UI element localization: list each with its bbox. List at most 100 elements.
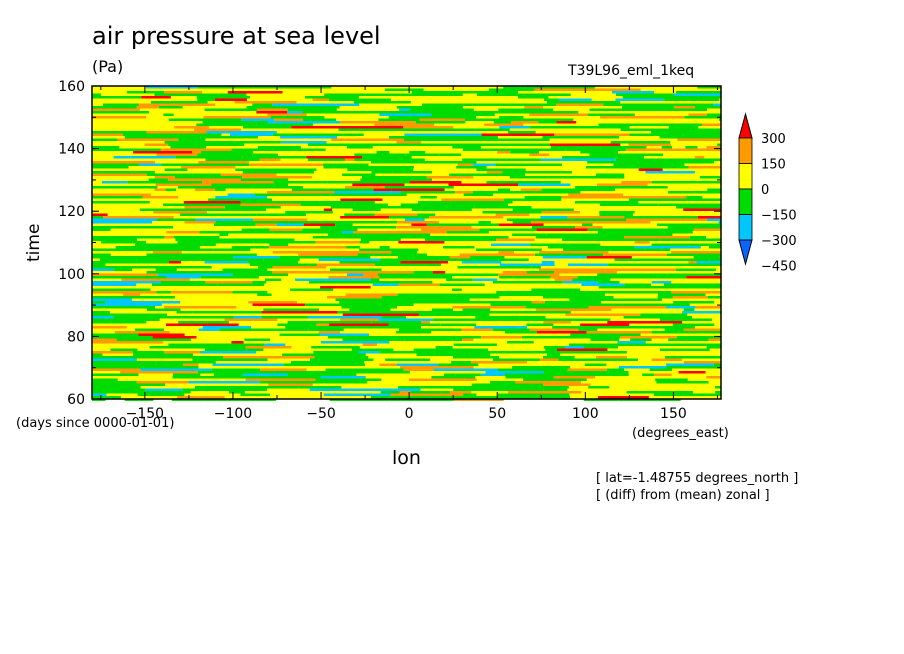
- field-cell: [718, 221, 721, 224]
- field-cell: [497, 273, 560, 276]
- field-cell: [136, 106, 159, 109]
- field-cell: [272, 266, 327, 269]
- field-cell: [274, 118, 303, 121]
- field-cell: [340, 198, 383, 201]
- field-cell: [230, 133, 273, 136]
- field-cell: [504, 373, 575, 376]
- field-cell: [105, 301, 181, 304]
- field-cell: [706, 343, 721, 346]
- field-cell: [337, 311, 362, 314]
- field-cell: [557, 348, 608, 351]
- field-cell: [175, 156, 243, 159]
- field-cell: [409, 151, 426, 154]
- field-cell: [679, 263, 721, 266]
- field-cell: [302, 228, 358, 231]
- field-cell: [446, 278, 473, 281]
- field-cell: [305, 303, 381, 306]
- field-cell: [694, 156, 705, 159]
- field-cell: [285, 326, 342, 329]
- field-cell: [502, 271, 527, 274]
- field-cell: [461, 328, 494, 331]
- field-cell: [225, 231, 273, 234]
- field-cell: [421, 311, 497, 314]
- field-cell: [352, 208, 381, 211]
- field-cell: [273, 86, 332, 89]
- field-cell: [154, 93, 219, 96]
- field-cell: [659, 238, 721, 241]
- field-cell: [527, 171, 562, 174]
- field-cell: [92, 291, 157, 294]
- field-cell: [688, 113, 707, 116]
- field-cell: [249, 263, 318, 266]
- field-cell: [268, 383, 313, 386]
- field-cell: [546, 353, 561, 356]
- field-cell: [581, 283, 625, 286]
- field-cell: [708, 338, 721, 341]
- field-cell: [496, 163, 518, 166]
- field-cell: [280, 136, 338, 139]
- field-cell: [554, 133, 630, 136]
- field-cell: [490, 301, 507, 304]
- field-cell: [92, 303, 162, 306]
- field-cell: [569, 343, 635, 346]
- field-cell: [123, 133, 179, 136]
- field-cell: [253, 86, 274, 89]
- field-cell: [248, 181, 260, 184]
- field-cell: [92, 296, 165, 299]
- field-cell: [626, 391, 660, 394]
- field-cell: [668, 191, 721, 194]
- field-cell: [339, 261, 401, 264]
- field-cell: [667, 226, 721, 229]
- field-cell: [683, 328, 721, 331]
- field-cell: [677, 356, 721, 359]
- field-cell: [498, 223, 544, 226]
- field-cell: [236, 163, 250, 166]
- field-cell: [200, 276, 259, 279]
- field-cell: [197, 371, 275, 374]
- field-cell: [620, 128, 691, 131]
- field-cell: [399, 328, 462, 331]
- field-cell: [673, 106, 695, 109]
- field-cell: [657, 293, 706, 296]
- field-cell: [136, 258, 201, 261]
- field-cell: [287, 111, 303, 114]
- field-cell: [351, 348, 394, 351]
- field-cell: [209, 271, 273, 274]
- field-cell: [645, 171, 695, 174]
- field-cell: [217, 346, 246, 349]
- field-cell: [92, 196, 107, 199]
- field-cell: [676, 206, 721, 209]
- field-cell: [498, 188, 511, 191]
- colorbar-bin: [738, 137, 753, 164]
- field-cell: [477, 396, 513, 399]
- field-cell: [501, 111, 579, 114]
- field-cell: [323, 393, 391, 396]
- x-tick-label: −50: [306, 406, 336, 422]
- field-cell: [456, 166, 487, 169]
- field-cell: [272, 148, 283, 151]
- field-cell: [524, 106, 544, 109]
- field-cell: [160, 281, 206, 284]
- field-cell: [546, 208, 574, 211]
- field-cell: [433, 318, 481, 321]
- field-cell: [200, 136, 258, 139]
- field-cell: [540, 368, 568, 371]
- field-cell: [144, 143, 169, 146]
- field-cell: [697, 86, 721, 89]
- field-cell: [657, 258, 710, 261]
- field-cell: [311, 181, 328, 184]
- field-cell: [676, 336, 687, 339]
- field-cell: [450, 391, 472, 394]
- field-cell: [427, 136, 498, 139]
- field-cell: [340, 216, 390, 219]
- field-cell: [267, 113, 307, 116]
- field-cell: [405, 153, 440, 156]
- field-cell: [211, 183, 230, 186]
- field-cell: [222, 268, 268, 271]
- field-cell: [457, 91, 509, 94]
- field-cell: [572, 218, 626, 221]
- field-cell: [524, 196, 562, 199]
- field-cell: [92, 148, 141, 151]
- field-cell: [353, 231, 413, 234]
- field-cell: [231, 246, 255, 249]
